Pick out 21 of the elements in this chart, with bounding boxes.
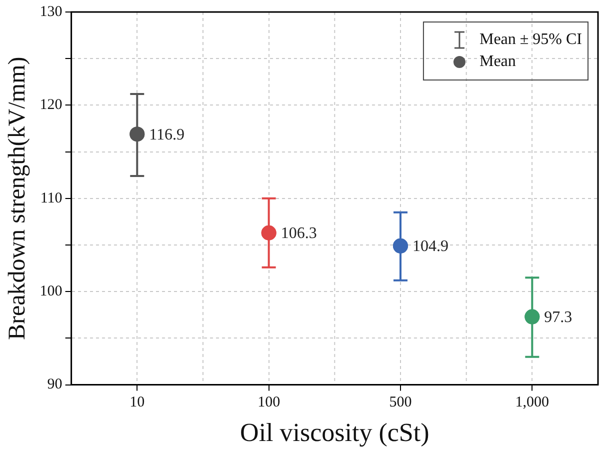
data-label: 104.9 <box>412 238 448 256</box>
annotation: Mean ± 95% CI <box>479 31 582 48</box>
legend-label: Mean <box>479 53 516 70</box>
y-tick-label: 120 <box>40 97 62 114</box>
point <box>130 126 145 142</box>
y-axis-title: Breakdown strength(kV/mm) <box>4 56 31 340</box>
y-tick-label: 100 <box>40 284 62 300</box>
x-tick-label: 100 <box>258 394 280 411</box>
y-tick-label: 130 <box>40 4 62 20</box>
y-tick-label: 110 <box>40 190 62 206</box>
data-label: 116.9 <box>149 126 185 144</box>
x-axis-title: Oil viscosity (cSt) <box>240 418 430 448</box>
point <box>261 225 276 240</box>
data-label: 106.3 <box>280 225 317 242</box>
x-tick-label: 1,000 <box>515 394 550 411</box>
x-tick-label: 500 <box>389 394 412 411</box>
y-tick-label: 90 <box>47 376 62 393</box>
point <box>392 238 408 254</box>
point <box>524 309 540 324</box>
data-label: 97.3 <box>544 308 572 326</box>
x-tick-label: 10 <box>130 394 145 411</box>
